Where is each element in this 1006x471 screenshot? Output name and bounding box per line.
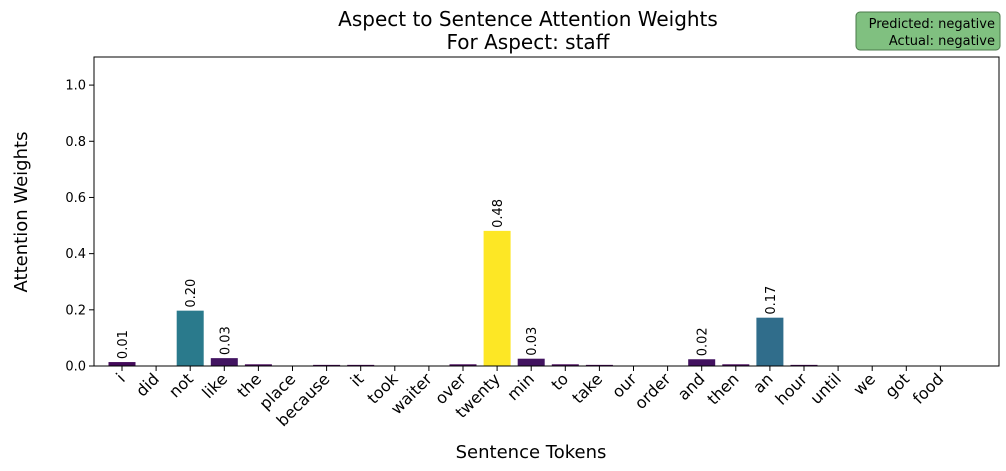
bar-not bbox=[176, 310, 204, 366]
bar-value-label: 0.20 bbox=[184, 279, 199, 308]
prediction-box bbox=[855, 11, 1001, 51]
y-tick-label: 0.2 bbox=[65, 303, 86, 318]
bar-value-label: 0.01 bbox=[116, 330, 131, 359]
bar-and bbox=[688, 359, 716, 366]
x-tick-label: not bbox=[165, 369, 197, 401]
bar-then bbox=[722, 364, 750, 366]
x-tick-label: food bbox=[909, 369, 947, 407]
x-tick-label: like bbox=[198, 369, 231, 402]
x-tick-label: hour bbox=[771, 369, 811, 409]
bar-value-label: 0.03 bbox=[218, 326, 233, 355]
y-tick-label: 1.0 bbox=[65, 79, 86, 94]
predicted-label: Predicted: negative bbox=[869, 17, 995, 32]
bar-like bbox=[210, 358, 238, 366]
bar-to bbox=[551, 364, 579, 366]
y-tick-label: 0.6 bbox=[65, 191, 86, 206]
bar-i bbox=[108, 362, 136, 366]
bar-value-label: 0.17 bbox=[764, 286, 779, 315]
bar-value-label: 0.48 bbox=[491, 199, 506, 228]
bars bbox=[108, 230, 818, 366]
bar-an bbox=[756, 317, 784, 366]
x-tick-label: i bbox=[112, 369, 129, 386]
bar-because bbox=[313, 364, 341, 366]
prediction-annotation: Predicted: negative Actual: negative bbox=[855, 11, 1001, 51]
x-tick-label: it bbox=[347, 369, 368, 390]
chart-title: Aspect to Sentence Attention Weights bbox=[338, 7, 718, 31]
bar-value-label: 0.02 bbox=[696, 327, 711, 356]
x-tick-label: take bbox=[568, 369, 606, 407]
x-tick-label: then bbox=[703, 369, 742, 408]
chart-subtitle: For Aspect: staff bbox=[447, 30, 611, 54]
actual-label: Actual: negative bbox=[889, 34, 995, 49]
x-tick-label: until bbox=[806, 369, 845, 408]
x-tick-label: to bbox=[547, 369, 572, 394]
x-tick-label: got bbox=[881, 369, 913, 401]
y-axis-label: Attention Weights bbox=[11, 132, 32, 293]
bar-min bbox=[517, 358, 545, 366]
x-tick-label: min bbox=[503, 369, 538, 404]
y-axis: 0.0 0.2 0.4 0.6 0.8 1.0 bbox=[65, 79, 94, 375]
bar-over bbox=[449, 364, 477, 366]
x-tick-label: and bbox=[674, 369, 709, 404]
y-tick-label: 0.4 bbox=[65, 247, 86, 262]
bar-the bbox=[244, 364, 272, 366]
x-tick-label: we bbox=[849, 369, 879, 399]
bar-twenty bbox=[483, 230, 511, 366]
bar-it bbox=[347, 364, 375, 366]
x-axis-label: Sentence Tokens bbox=[456, 442, 607, 463]
bar-value-label: 0.03 bbox=[525, 327, 540, 356]
x-tick-label: order bbox=[631, 369, 675, 413]
bar-value-labels: 0.01 0.20 0.03 0.48 0.03 0.02 0.17 bbox=[116, 199, 779, 359]
x-tick-label: did bbox=[132, 369, 163, 400]
bar-hour bbox=[790, 364, 818, 366]
y-tick-label: 0.8 bbox=[65, 135, 86, 150]
bar-take bbox=[585, 364, 613, 366]
y-tick-label: 0.0 bbox=[65, 360, 86, 375]
plot-frame bbox=[93, 56, 1000, 367]
